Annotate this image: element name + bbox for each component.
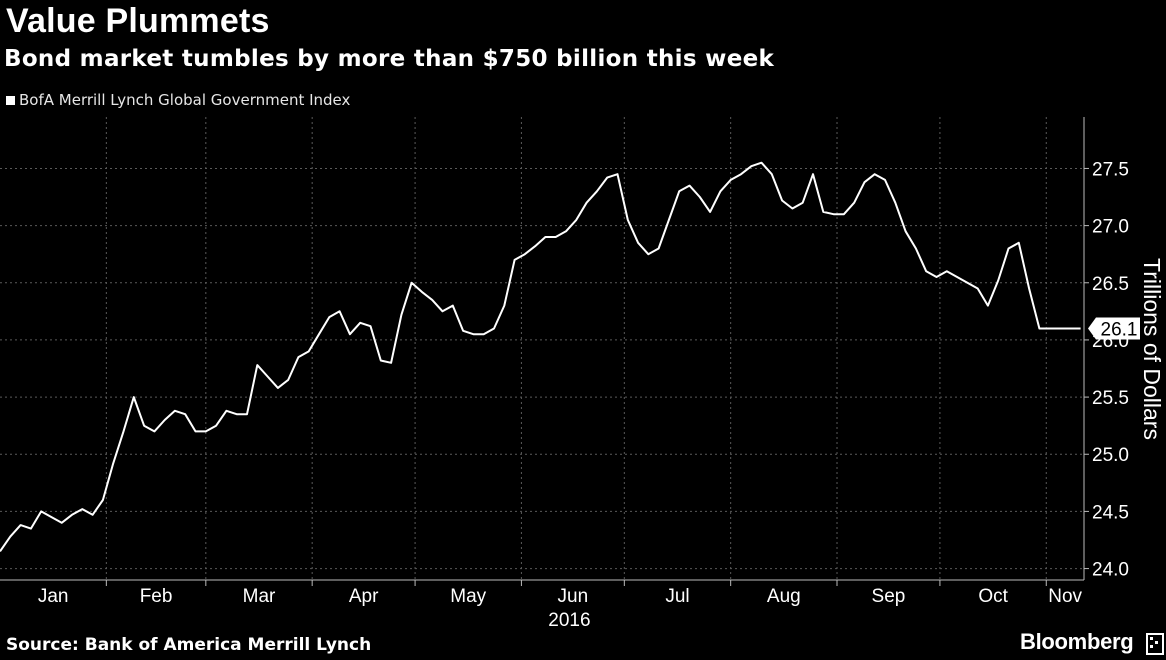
y-axis-label: Trillions of Dollars [1139, 258, 1165, 440]
x-axis-label: 2016 [548, 610, 590, 631]
y-tick-label: 24.5 [1092, 502, 1129, 523]
brand-logo: Bloomberg [1020, 629, 1134, 654]
last-value-label: 26.1 [1101, 319, 1138, 340]
x-tick-label: Jun [558, 586, 589, 607]
x-tick-label: Aug [767, 586, 801, 607]
x-tick-label: Nov [1048, 586, 1082, 607]
axes [0, 117, 1089, 586]
x-tick-label: Oct [978, 586, 1008, 607]
x-tick-label: Apr [349, 586, 379, 607]
source-note: Source: Bank of America Merrill Lynch [6, 635, 372, 655]
y-tick-label: 24.0 [1092, 560, 1129, 581]
legend: BofA Merrill Lynch Global Government Ind… [6, 91, 350, 109]
y-tick-label: 26.5 [1092, 274, 1129, 295]
series-line [0, 161, 1081, 552]
x-tick-label: Jan [38, 586, 69, 607]
y-tick-label: 25.0 [1092, 445, 1129, 466]
y-tick-label: 27.5 [1092, 159, 1129, 180]
x-tick-label: Feb [140, 586, 173, 607]
y-tick-label: 27.0 [1092, 217, 1129, 238]
y-tick-label: 25.5 [1092, 388, 1129, 409]
x-tick-label: May [450, 586, 486, 607]
grid [0, 117, 1084, 580]
chart-title: Value Plummets [6, 2, 270, 40]
last-value-marker [1088, 317, 1140, 340]
legend-swatch [6, 95, 15, 105]
chart-subtitle: Bond market tumbles by more than $750 bi… [4, 46, 775, 72]
series [0, 161, 1081, 552]
x-tick-label: Sep [872, 586, 906, 607]
x-tick-label: Jul [665, 586, 689, 607]
legend-label: BofA Merrill Lynch Global Government Ind… [19, 91, 351, 109]
bloomberg-terminal-icon [1146, 633, 1164, 655]
x-tick-label: Mar [243, 586, 276, 607]
